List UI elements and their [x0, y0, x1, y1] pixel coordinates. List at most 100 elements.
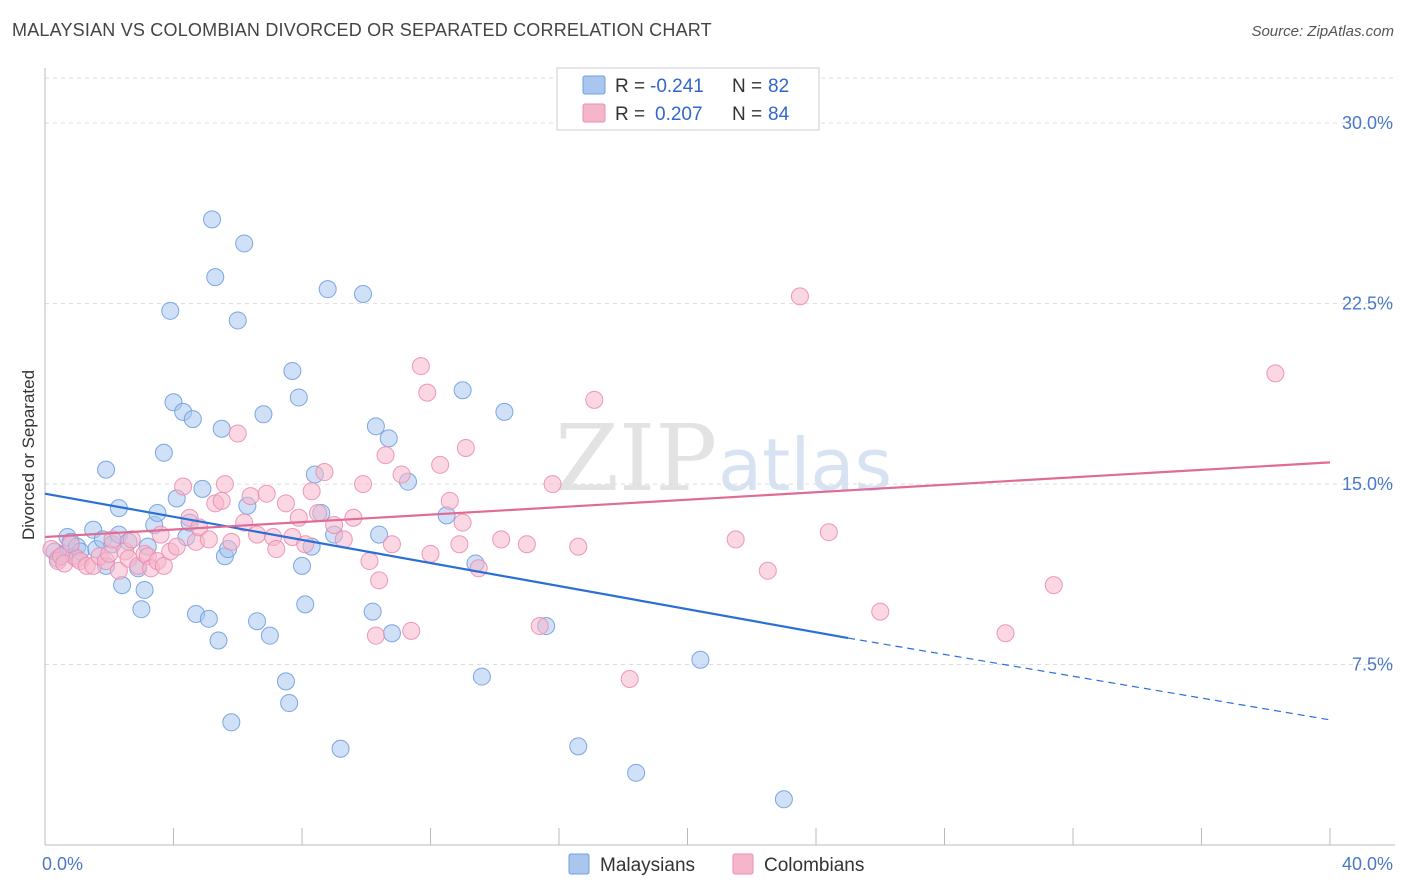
- watermark: ZIP atlas: [555, 405, 892, 512]
- malaysian-point: [691, 650, 710, 669]
- colombian-point: [871, 602, 890, 621]
- legend-r-value: -0.241: [650, 76, 704, 97]
- colombian-point: [453, 513, 472, 532]
- colombian-point: [222, 532, 241, 551]
- colombian-point: [370, 571, 389, 590]
- colombian-point: [248, 525, 267, 544]
- malaysian-point: [209, 631, 228, 650]
- colombian-point: [199, 530, 218, 549]
- malaysian-point: [379, 429, 398, 448]
- watermark-zip: ZIP: [555, 405, 717, 512]
- colombian-point: [354, 475, 373, 494]
- y-tick-label: 22.5%: [1342, 294, 1393, 314]
- colombian-point: [1044, 576, 1063, 595]
- malaysian-point: [296, 595, 315, 614]
- colombian-point: [726, 530, 745, 549]
- gridlines: [45, 77, 1395, 666]
- malaysian-point: [228, 311, 247, 330]
- colombian-point: [620, 669, 639, 688]
- malaysian-point: [212, 419, 231, 438]
- colombian-point: [758, 561, 777, 580]
- chart-title: MALAYSIAN VS COLOMBIAN DIVORCED OR SEPAR…: [12, 20, 712, 40]
- legend-n-label: N =: [732, 104, 762, 125]
- legend-swatch-malaysians: [568, 853, 590, 875]
- malaysian-point: [199, 609, 218, 628]
- y-tick-label: 7.5%: [1352, 655, 1393, 675]
- colombian-point: [276, 494, 295, 513]
- legend-r-label: R =: [615, 104, 645, 125]
- malaysian-point: [193, 479, 212, 498]
- legend-label-colombians: Colombians: [764, 855, 864, 876]
- colombian-point: [456, 438, 475, 457]
- colombian-point: [151, 525, 170, 544]
- colombian-point: [302, 482, 321, 501]
- colombian-point: [440, 491, 459, 510]
- colombian-point: [235, 513, 254, 532]
- colombian-point: [212, 491, 231, 510]
- malaysian-point: [280, 694, 299, 713]
- malaysian-point: [161, 301, 180, 320]
- colombian-point: [790, 287, 809, 306]
- colombian-point: [392, 465, 411, 484]
- malaysian-point: [382, 624, 401, 643]
- colombian-point: [996, 624, 1015, 643]
- colombian-point: [267, 540, 286, 559]
- colombian-point: [819, 523, 838, 542]
- colombian-point: [450, 535, 469, 554]
- colombian-point: [174, 477, 193, 496]
- colombian-point: [492, 530, 511, 549]
- malaysians-trend-line: [44, 492, 849, 640]
- x-tick-label: 40.0%: [1342, 854, 1393, 874]
- colombian-point: [228, 424, 247, 443]
- malaysian-point: [569, 737, 588, 756]
- malaysian-point: [370, 525, 389, 544]
- axes: [44, 68, 1395, 846]
- malaysian-point: [203, 210, 222, 229]
- y-axis-label: Divorced or Separated: [19, 370, 38, 540]
- malaysian-point: [254, 405, 273, 424]
- malaysians-trend-extension: [848, 637, 1331, 721]
- colombian-point: [215, 475, 234, 494]
- colombian-point: [431, 455, 450, 474]
- colombian-point: [309, 503, 328, 522]
- colombian-point: [315, 463, 334, 482]
- legend-n-label: N =: [732, 76, 762, 97]
- colombian-point: [569, 537, 588, 556]
- malaysian-point: [276, 672, 295, 691]
- legend-r-label: R =: [615, 76, 645, 97]
- source-label: Source: ZipAtlas.com: [1251, 23, 1394, 40]
- legend-r-value: 0.207: [655, 104, 703, 125]
- malaysian-point: [354, 284, 373, 303]
- colombian-point: [530, 617, 549, 636]
- legend-bottom: Malaysians Colombians: [568, 853, 864, 876]
- colombian-point: [411, 357, 430, 376]
- malaysian-point: [154, 443, 173, 462]
- trend-lines: [44, 461, 1331, 721]
- colombian-point: [296, 535, 315, 554]
- colombian-point: [1266, 364, 1285, 383]
- y-tick-label: 15.0%: [1342, 474, 1393, 494]
- colombian-point: [421, 544, 440, 563]
- malaysian-point: [331, 739, 350, 758]
- malaysian-point: [627, 763, 646, 782]
- colombian-point: [167, 537, 186, 556]
- legend-n-value: 84: [768, 104, 790, 125]
- malaysian-point: [135, 580, 154, 599]
- colombian-point: [402, 621, 421, 640]
- malaysian-point: [283, 361, 302, 380]
- colombian-point: [469, 559, 488, 578]
- malaysian-point: [132, 600, 151, 619]
- colombians-points: [42, 287, 1285, 688]
- colombian-point: [109, 561, 128, 580]
- colombian-point: [241, 487, 260, 506]
- colombian-point: [122, 530, 141, 549]
- legend-swatch-colombians: [732, 853, 754, 875]
- malaysian-point: [774, 790, 793, 809]
- colombians-trend-line: [44, 461, 1331, 539]
- colombian-point: [376, 446, 395, 465]
- colombian-point: [585, 390, 604, 409]
- malaysian-point: [293, 556, 311, 575]
- malaysian-point: [472, 667, 491, 686]
- malaysian-point: [289, 388, 308, 407]
